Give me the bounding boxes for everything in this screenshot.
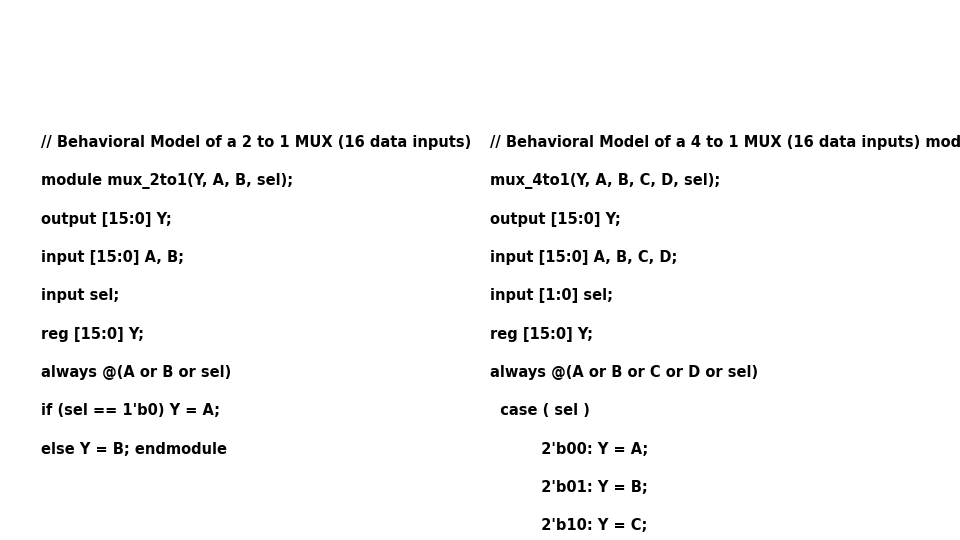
Text: if (sel == 1'b0) Y = A;: if (sel == 1'b0) Y = A; <box>41 403 220 418</box>
Text: output [15:0] Y;: output [15:0] Y; <box>41 212 172 227</box>
Text: mux_4to1(Y, A, B, C, D, sel);: mux_4to1(Y, A, B, C, D, sel); <box>490 173 720 190</box>
Text: case ( sel ): case ( sel ) <box>490 403 589 418</box>
Text: reg [15:0] Y;: reg [15:0] Y; <box>41 327 144 342</box>
Text: 2'b00: Y = A;: 2'b00: Y = A; <box>490 442 648 457</box>
Text: reg [15:0] Y;: reg [15:0] Y; <box>490 327 592 342</box>
Text: else Y = B; endmodule: else Y = B; endmodule <box>41 442 228 457</box>
Text: 2'b01: Y = B;: 2'b01: Y = B; <box>490 480 647 495</box>
Text: // Behavioral Model of a 4 to 1 MUX (16 data inputs) module: // Behavioral Model of a 4 to 1 MUX (16 … <box>490 135 960 150</box>
Text: // Behavioral Model of a 2 to 1 MUX (16 data inputs): // Behavioral Model of a 2 to 1 MUX (16 … <box>41 135 471 150</box>
Text: always @(A or B or C or D or sel): always @(A or B or C or D or sel) <box>490 365 757 380</box>
Text: input sel;: input sel; <box>41 288 120 303</box>
Text: input [1:0] sel;: input [1:0] sel; <box>490 288 612 303</box>
Text: input [15:0] A, B, C, D;: input [15:0] A, B, C, D; <box>490 250 677 265</box>
Text: module mux_2to1(Y, A, B, sel);: module mux_2to1(Y, A, B, sel); <box>41 173 294 190</box>
Text: input [15:0] A, B;: input [15:0] A, B; <box>41 250 184 265</box>
Text: output [15:0] Y;: output [15:0] Y; <box>490 212 620 227</box>
Text: 2'b10: Y = C;: 2'b10: Y = C; <box>490 518 647 534</box>
Text: always @(A or B or sel): always @(A or B or sel) <box>41 365 231 380</box>
